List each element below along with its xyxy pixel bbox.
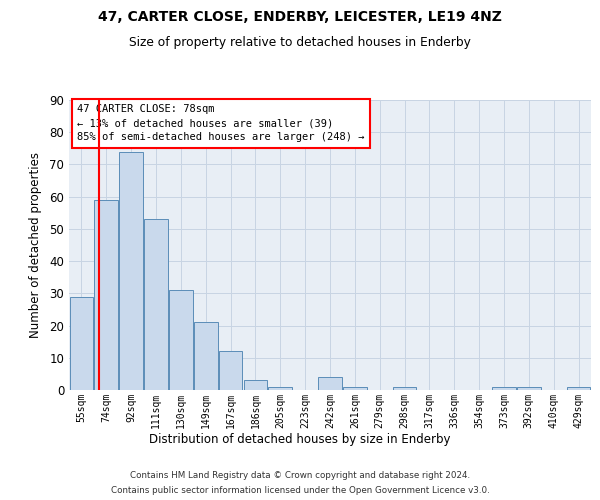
Text: 47 CARTER CLOSE: 78sqm
← 13% of detached houses are smaller (39)
85% of semi-det: 47 CARTER CLOSE: 78sqm ← 13% of detached…: [77, 104, 364, 142]
Bar: [318, 377, 342, 390]
Bar: [244, 380, 267, 390]
Bar: [343, 387, 367, 390]
Bar: [567, 387, 590, 390]
Bar: [144, 219, 168, 390]
Bar: [194, 322, 218, 390]
Bar: [517, 387, 541, 390]
Bar: [219, 352, 242, 390]
Text: Distribution of detached houses by size in Enderby: Distribution of detached houses by size …: [149, 432, 451, 446]
Text: Size of property relative to detached houses in Enderby: Size of property relative to detached ho…: [129, 36, 471, 49]
Bar: [119, 152, 143, 390]
Text: Contains HM Land Registry data © Crown copyright and database right 2024.: Contains HM Land Registry data © Crown c…: [130, 471, 470, 480]
Bar: [268, 387, 292, 390]
Bar: [94, 200, 118, 390]
Bar: [169, 290, 193, 390]
Y-axis label: Number of detached properties: Number of detached properties: [29, 152, 43, 338]
Bar: [393, 387, 416, 390]
Text: 47, CARTER CLOSE, ENDERBY, LEICESTER, LE19 4NZ: 47, CARTER CLOSE, ENDERBY, LEICESTER, LE…: [98, 10, 502, 24]
Text: Contains public sector information licensed under the Open Government Licence v3: Contains public sector information licen…: [110, 486, 490, 495]
Bar: [492, 387, 516, 390]
Bar: [70, 296, 93, 390]
